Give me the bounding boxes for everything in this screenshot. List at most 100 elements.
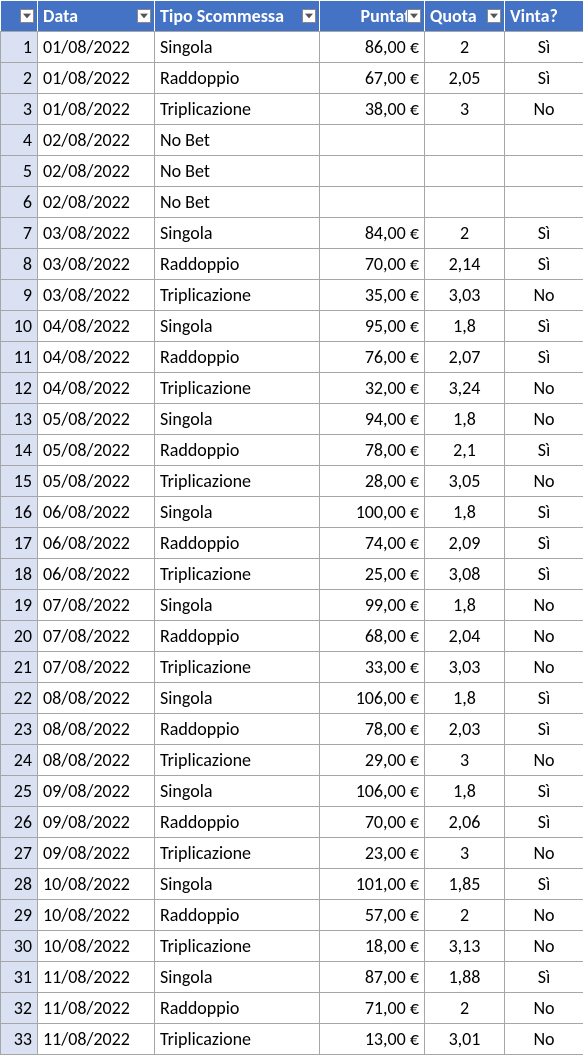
table-row[interactable]: 1606/08/2022Singola100,00 €1,8Sì bbox=[1, 497, 583, 528]
cell-data[interactable]: 06/08/2022 bbox=[38, 497, 155, 528]
cell-data[interactable]: 02/08/2022 bbox=[38, 187, 155, 218]
cell-vinta[interactable]: Sì bbox=[505, 559, 583, 590]
cell-vinta[interactable]: No bbox=[505, 280, 583, 311]
table-row[interactable]: 2609/08/2022Raddoppio70,00 €2,06Sì bbox=[1, 807, 583, 838]
cell-tipo[interactable]: Triplicazione bbox=[155, 931, 320, 962]
cell-data[interactable]: 11/08/2022 bbox=[38, 962, 155, 993]
cell-num[interactable]: 32 bbox=[1, 993, 38, 1024]
cell-num[interactable]: 15 bbox=[1, 466, 38, 497]
cell-num[interactable]: 28 bbox=[1, 869, 38, 900]
cell-num[interactable]: 6 bbox=[1, 187, 38, 218]
cell-puntata[interactable]: 71,00 € bbox=[320, 993, 425, 1024]
cell-data[interactable]: 02/08/2022 bbox=[38, 156, 155, 187]
cell-data[interactable]: 07/08/2022 bbox=[38, 590, 155, 621]
cell-puntata[interactable]: 13,00 € bbox=[320, 1024, 425, 1055]
column-header-vinta[interactable]: Vinta? bbox=[505, 1, 583, 32]
cell-tipo[interactable]: Raddoppio bbox=[155, 714, 320, 745]
cell-vinta[interactable]: No bbox=[505, 900, 583, 931]
cell-data[interactable]: 10/08/2022 bbox=[38, 869, 155, 900]
cell-vinta[interactable]: No bbox=[505, 590, 583, 621]
cell-puntata[interactable]: 78,00 € bbox=[320, 714, 425, 745]
cell-vinta[interactable]: Sì bbox=[505, 311, 583, 342]
cell-quota[interactable] bbox=[425, 156, 505, 187]
filter-dropdown-icon[interactable] bbox=[407, 9, 421, 23]
cell-vinta[interactable]: No bbox=[505, 993, 583, 1024]
filter-dropdown-icon[interactable] bbox=[302, 9, 316, 23]
cell-num[interactable]: 20 bbox=[1, 621, 38, 652]
cell-tipo[interactable]: Triplicazione bbox=[155, 838, 320, 869]
cell-data[interactable]: 11/08/2022 bbox=[38, 993, 155, 1024]
cell-puntata[interactable]: 100,00 € bbox=[320, 497, 425, 528]
cell-vinta[interactable]: No bbox=[505, 373, 583, 404]
cell-tipo[interactable]: Singola bbox=[155, 311, 320, 342]
table-row[interactable]: 602/08/2022No Bet bbox=[1, 187, 583, 218]
cell-puntata[interactable]: 86,00 € bbox=[320, 32, 425, 63]
cell-num[interactable]: 11 bbox=[1, 342, 38, 373]
cell-num[interactable]: 10 bbox=[1, 311, 38, 342]
table-row[interactable]: 1907/08/2022Singola99,00 €1,8No bbox=[1, 590, 583, 621]
cell-tipo[interactable]: No Bet bbox=[155, 187, 320, 218]
cell-puntata[interactable]: 87,00 € bbox=[320, 962, 425, 993]
cell-data[interactable]: 01/08/2022 bbox=[38, 32, 155, 63]
cell-quota[interactable]: 3,13 bbox=[425, 931, 505, 962]
cell-puntata[interactable]: 99,00 € bbox=[320, 590, 425, 621]
cell-vinta[interactable]: No bbox=[505, 745, 583, 776]
cell-data[interactable]: 08/08/2022 bbox=[38, 683, 155, 714]
cell-tipo[interactable]: Triplicazione bbox=[155, 559, 320, 590]
cell-puntata[interactable]: 38,00 € bbox=[320, 94, 425, 125]
cell-puntata[interactable] bbox=[320, 187, 425, 218]
cell-tipo[interactable]: Singola bbox=[155, 32, 320, 63]
cell-num[interactable]: 14 bbox=[1, 435, 38, 466]
cell-vinta[interactable]: Sì bbox=[505, 683, 583, 714]
column-header-tipo[interactable]: Tipo Scommessa bbox=[155, 1, 320, 32]
cell-tipo[interactable]: Singola bbox=[155, 962, 320, 993]
cell-quota[interactable]: 2,05 bbox=[425, 63, 505, 94]
column-header-puntata[interactable]: Puntata bbox=[320, 1, 425, 32]
cell-puntata[interactable]: 23,00 € bbox=[320, 838, 425, 869]
cell-quota[interactable]: 3,05 bbox=[425, 466, 505, 497]
cell-tipo[interactable]: Raddoppio bbox=[155, 807, 320, 838]
table-row[interactable]: 3111/08/2022Singola87,00 €1,88Sì bbox=[1, 962, 583, 993]
cell-quota[interactable]: 3 bbox=[425, 838, 505, 869]
cell-vinta[interactable]: Sì bbox=[505, 497, 583, 528]
cell-quota[interactable]: 1,8 bbox=[425, 311, 505, 342]
cell-tipo[interactable]: Triplicazione bbox=[155, 466, 320, 497]
cell-quota[interactable]: 2,04 bbox=[425, 621, 505, 652]
cell-quota[interactable]: 3,01 bbox=[425, 1024, 505, 1055]
cell-data[interactable]: 05/08/2022 bbox=[38, 435, 155, 466]
cell-data[interactable]: 06/08/2022 bbox=[38, 559, 155, 590]
cell-data[interactable]: 07/08/2022 bbox=[38, 652, 155, 683]
table-row[interactable]: 402/08/2022No Bet bbox=[1, 125, 583, 156]
cell-num[interactable]: 7 bbox=[1, 218, 38, 249]
table-row[interactable]: 2208/08/2022Singola106,00 €1,8Sì bbox=[1, 683, 583, 714]
cell-num[interactable]: 18 bbox=[1, 559, 38, 590]
cell-puntata[interactable]: 70,00 € bbox=[320, 249, 425, 280]
filter-dropdown-icon[interactable] bbox=[487, 9, 501, 23]
cell-tipo[interactable]: Singola bbox=[155, 869, 320, 900]
cell-tipo[interactable]: Singola bbox=[155, 683, 320, 714]
cell-num[interactable]: 9 bbox=[1, 280, 38, 311]
cell-quota[interactable]: 3,08 bbox=[425, 559, 505, 590]
cell-num[interactable]: 27 bbox=[1, 838, 38, 869]
cell-tipo[interactable]: Singola bbox=[155, 590, 320, 621]
table-row[interactable]: 2007/08/2022Raddoppio68,00 €2,04No bbox=[1, 621, 583, 652]
cell-quota[interactable]: 1,8 bbox=[425, 497, 505, 528]
cell-num[interactable]: 24 bbox=[1, 745, 38, 776]
cell-puntata[interactable] bbox=[320, 125, 425, 156]
cell-tipo[interactable]: Raddoppio bbox=[155, 63, 320, 94]
cell-tipo[interactable]: Raddoppio bbox=[155, 621, 320, 652]
cell-data[interactable]: 08/08/2022 bbox=[38, 714, 155, 745]
cell-tipo[interactable]: Singola bbox=[155, 776, 320, 807]
cell-quota[interactable]: 2 bbox=[425, 900, 505, 931]
table-row[interactable]: 201/08/2022Raddoppio67,00 €2,05Sì bbox=[1, 63, 583, 94]
cell-puntata[interactable]: 57,00 € bbox=[320, 900, 425, 931]
table-row[interactable]: 1204/08/2022Triplicazione32,00 €3,24No bbox=[1, 373, 583, 404]
cell-num[interactable]: 16 bbox=[1, 497, 38, 528]
cell-vinta[interactable]: No bbox=[505, 94, 583, 125]
table-row[interactable]: 3311/08/2022Triplicazione13,00 €3,01No bbox=[1, 1024, 583, 1055]
cell-puntata[interactable]: 35,00 € bbox=[320, 280, 425, 311]
cell-data[interactable]: 04/08/2022 bbox=[38, 311, 155, 342]
table-row[interactable]: 1806/08/2022Triplicazione25,00 €3,08Sì bbox=[1, 559, 583, 590]
cell-vinta[interactable] bbox=[505, 187, 583, 218]
cell-vinta[interactable]: No bbox=[505, 1024, 583, 1055]
